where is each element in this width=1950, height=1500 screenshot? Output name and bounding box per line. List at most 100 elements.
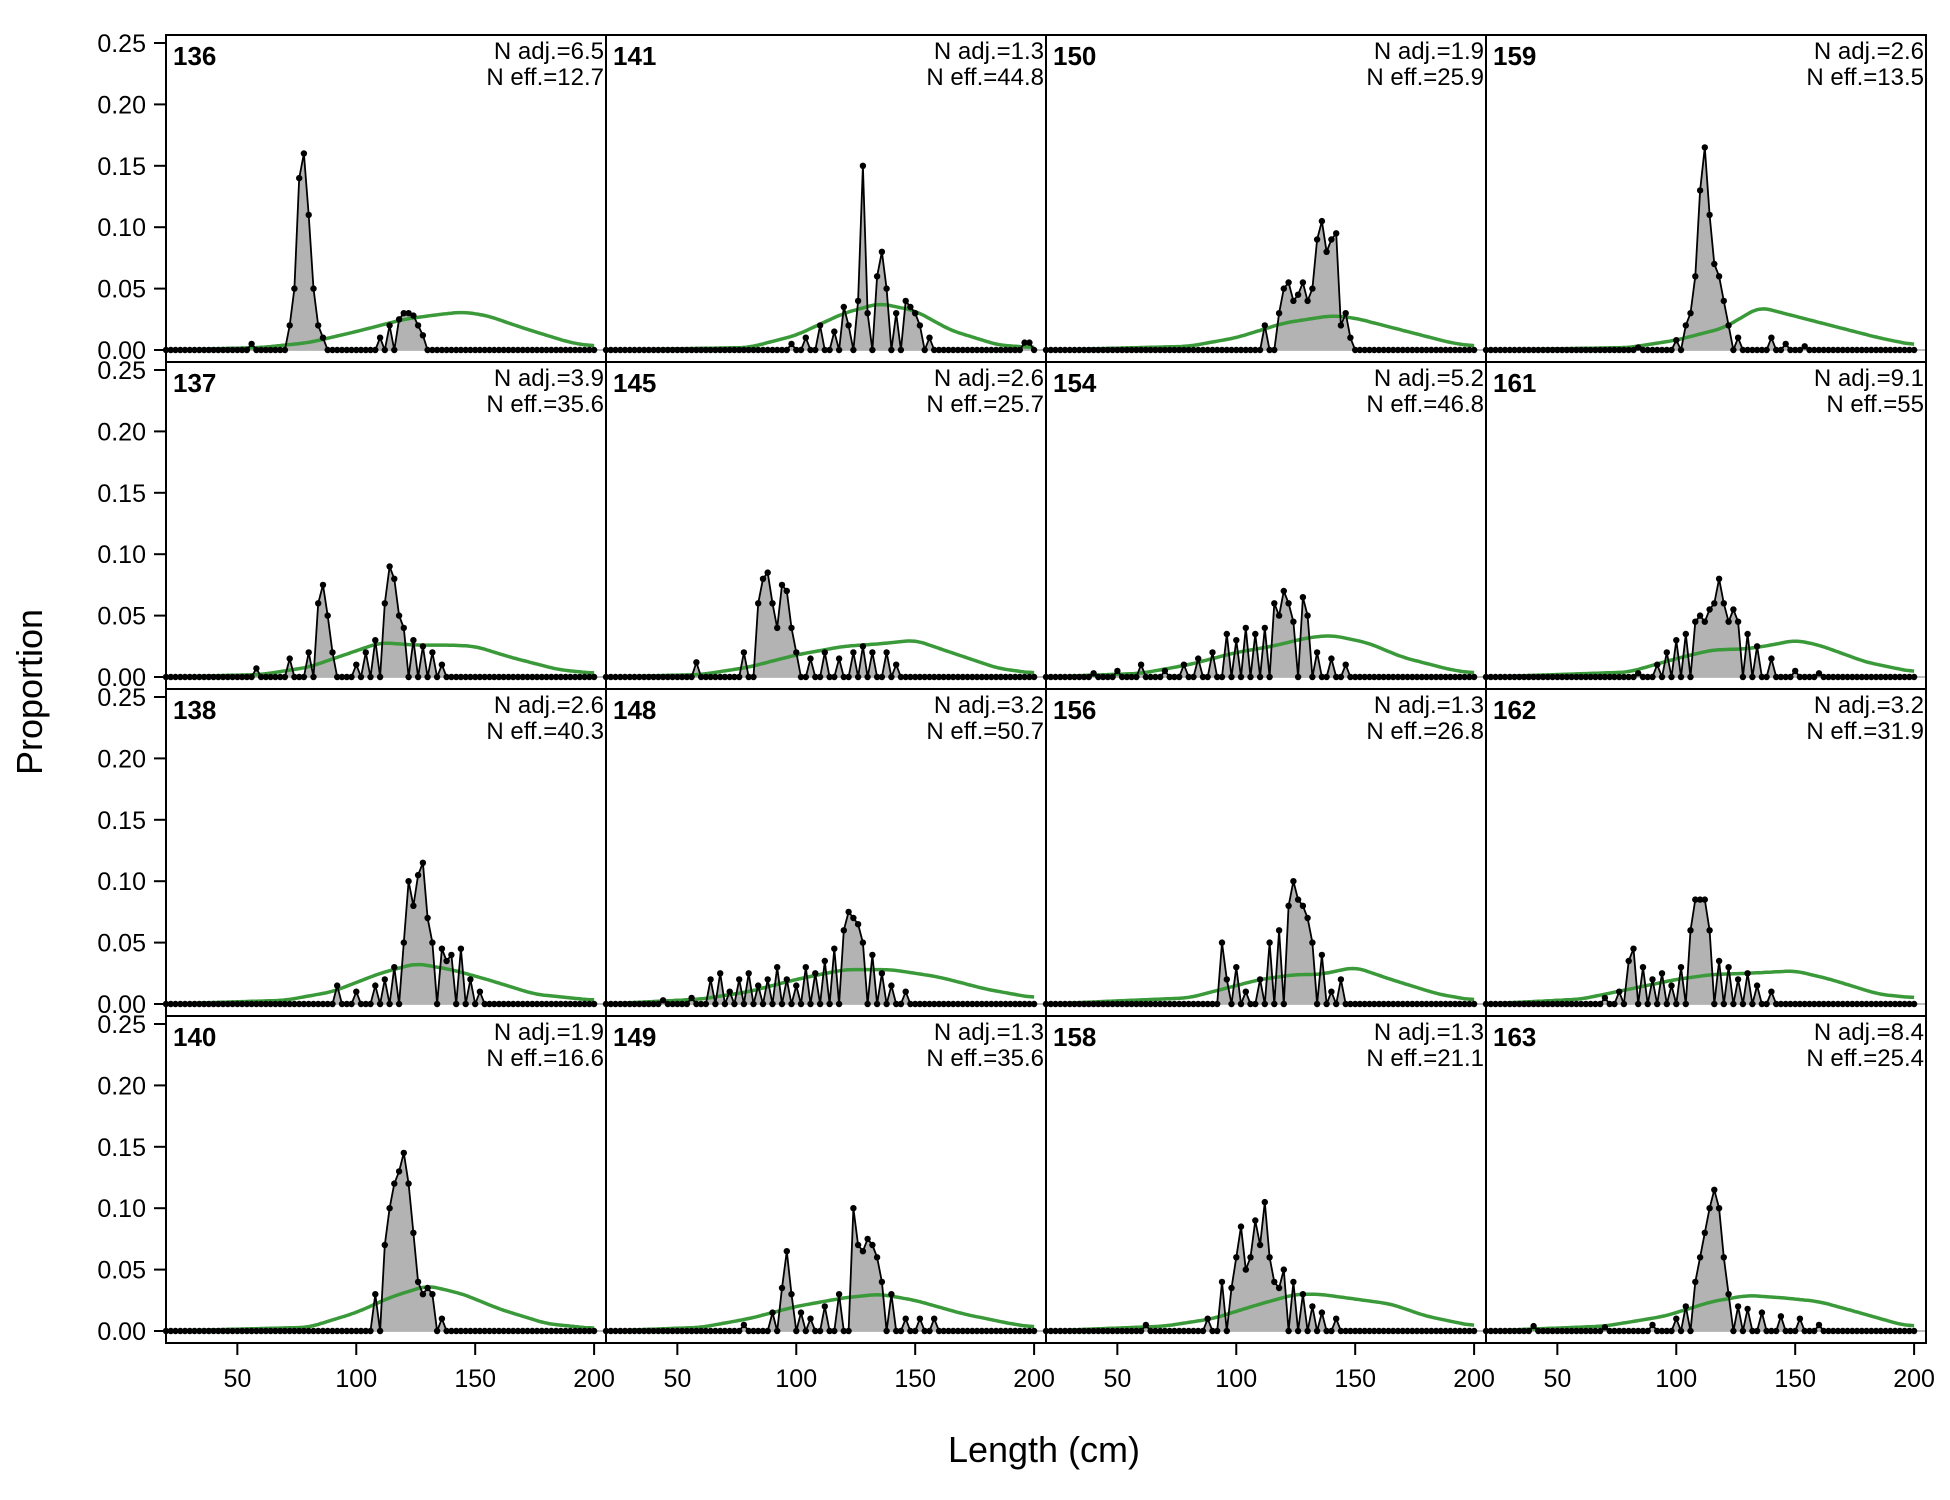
n-adj-label: N adj.=3.2 xyxy=(1814,692,1924,719)
observed-point xyxy=(883,1327,890,1335)
observed-point xyxy=(788,1000,795,1008)
observed-point xyxy=(1385,1000,1392,1008)
observed-point xyxy=(1734,1303,1742,1310)
observed-point xyxy=(581,673,588,681)
observed-point xyxy=(902,1315,909,1322)
observed-point xyxy=(467,976,474,983)
observed-point xyxy=(1180,1000,1188,1008)
observed-point xyxy=(750,673,757,681)
observed-point xyxy=(1347,1327,1354,1335)
observed-point xyxy=(726,1327,733,1335)
observed-point xyxy=(1739,673,1747,681)
observed-point xyxy=(1535,673,1542,681)
observed-point xyxy=(319,334,327,341)
observed-point xyxy=(854,673,862,681)
observed-point xyxy=(1030,1000,1038,1008)
panel-id-label: 154 xyxy=(1053,368,1097,398)
observed-point xyxy=(481,1327,488,1335)
observed-point xyxy=(552,673,560,681)
observed-point xyxy=(1128,1327,1135,1335)
observed-point xyxy=(1887,673,1894,681)
observed-point xyxy=(964,673,971,681)
observed-point xyxy=(1868,1327,1875,1335)
panel-id-label: 149 xyxy=(613,1022,656,1052)
observed-point xyxy=(1815,670,1823,677)
observed-point xyxy=(945,1327,952,1335)
observed-point xyxy=(1204,346,1211,354)
observed-point xyxy=(1863,346,1870,354)
y-tick-label: 0.05 xyxy=(97,930,146,958)
n-eff-label: N eff.=21.1 xyxy=(1366,1045,1484,1072)
observed-point xyxy=(1573,673,1580,681)
observed-point xyxy=(1333,1000,1340,1008)
observed-point xyxy=(1166,1000,1173,1008)
observed-point xyxy=(988,1000,995,1008)
observed-point xyxy=(1720,297,1728,305)
observed-point xyxy=(576,1327,583,1335)
observed-point xyxy=(1601,994,1609,1002)
observed-point xyxy=(1171,673,1178,681)
observed-point xyxy=(1853,1327,1861,1335)
observed-point xyxy=(1199,1327,1207,1335)
observed-point xyxy=(731,673,738,681)
observed-point xyxy=(1385,1327,1392,1335)
observed-point xyxy=(1214,1327,1221,1335)
observed-point xyxy=(912,1000,919,1008)
observed-point xyxy=(1356,1327,1364,1335)
observed-point xyxy=(1901,346,1908,354)
y-tick-label: 0.00 xyxy=(97,664,146,692)
expected-curve xyxy=(1046,634,1475,679)
observed-point xyxy=(988,346,995,354)
observed-point xyxy=(381,976,388,983)
observed-point xyxy=(645,1327,652,1335)
observed-point xyxy=(1266,939,1273,946)
observed-point xyxy=(1882,346,1889,354)
observed-point xyxy=(1002,673,1009,681)
observed-point xyxy=(1663,346,1671,354)
observed-point xyxy=(940,346,947,354)
observed-point xyxy=(1763,346,1770,354)
observed-point xyxy=(172,346,179,354)
observed-point xyxy=(205,346,212,354)
observed-point xyxy=(1466,673,1473,681)
observed-point xyxy=(1152,1000,1159,1008)
observed-point xyxy=(215,346,222,354)
panel-id-label: 161 xyxy=(1493,368,1536,398)
observed-point xyxy=(707,976,714,983)
x-tick-label: 150 xyxy=(454,1365,496,1393)
observed-point xyxy=(1616,1327,1623,1335)
observed-point xyxy=(1333,230,1340,237)
observed-point xyxy=(257,1327,265,1335)
observed-area xyxy=(1486,147,1915,350)
observed-point xyxy=(1085,673,1093,681)
observed-point xyxy=(893,1327,900,1335)
observed-point xyxy=(414,322,422,329)
observed-point xyxy=(448,346,455,354)
observed-point xyxy=(1887,346,1894,354)
observed-point xyxy=(788,624,795,632)
observed-point xyxy=(1161,1327,1169,1335)
observed-point xyxy=(964,346,971,354)
observed-point xyxy=(1409,1327,1416,1335)
observed-point xyxy=(238,673,246,681)
observed-point xyxy=(1834,1000,1842,1008)
observed-point xyxy=(1199,346,1207,354)
observed-point xyxy=(1157,1327,1164,1335)
observed-point xyxy=(1839,673,1847,681)
observed-point xyxy=(1715,957,1723,965)
observed-point xyxy=(931,346,938,354)
observed-point xyxy=(1792,667,1799,675)
observed-point xyxy=(1275,1284,1283,1292)
observed-point xyxy=(683,673,691,681)
observed-point xyxy=(581,1000,588,1008)
observed-area xyxy=(606,1208,1035,1331)
observed-point xyxy=(1539,673,1547,681)
x-tick-label: 200 xyxy=(1893,1365,1935,1393)
observed-point xyxy=(1530,1322,1537,1330)
observed-point xyxy=(438,945,446,952)
observed-point xyxy=(1801,1327,1808,1335)
observed-point xyxy=(1347,1000,1354,1008)
observed-point xyxy=(1549,673,1556,681)
expected-curve xyxy=(605,967,1035,1006)
observed-point xyxy=(1763,1327,1770,1335)
